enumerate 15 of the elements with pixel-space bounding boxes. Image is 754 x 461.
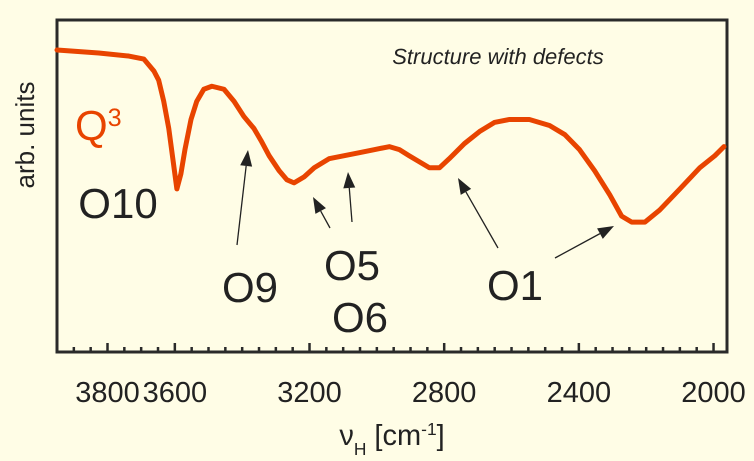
annotation: O10 (78, 180, 158, 227)
annotation: O9 (222, 264, 278, 311)
x-tick-label: 2400 (546, 377, 612, 409)
x-tick-label: 2800 (412, 377, 476, 409)
x-tick-label: 3800 (75, 377, 140, 409)
annotation: O1 (486, 262, 544, 309)
y-axis-title: arb. units (10, 82, 40, 188)
x-tick-label: 3200 (277, 377, 342, 409)
x-tick-label: 3600 (142, 377, 208, 409)
x-axis-title: ν$_{H}$ [cm$^{-1}$] (339, 419, 445, 459)
annotation: O6 (332, 294, 388, 341)
x-tick-label: 2000 (681, 377, 746, 409)
annotation: O5 (324, 242, 380, 289)
annotation: Structure with defects (392, 44, 604, 69)
series-label: Q$^{3}$ (75, 102, 122, 149)
